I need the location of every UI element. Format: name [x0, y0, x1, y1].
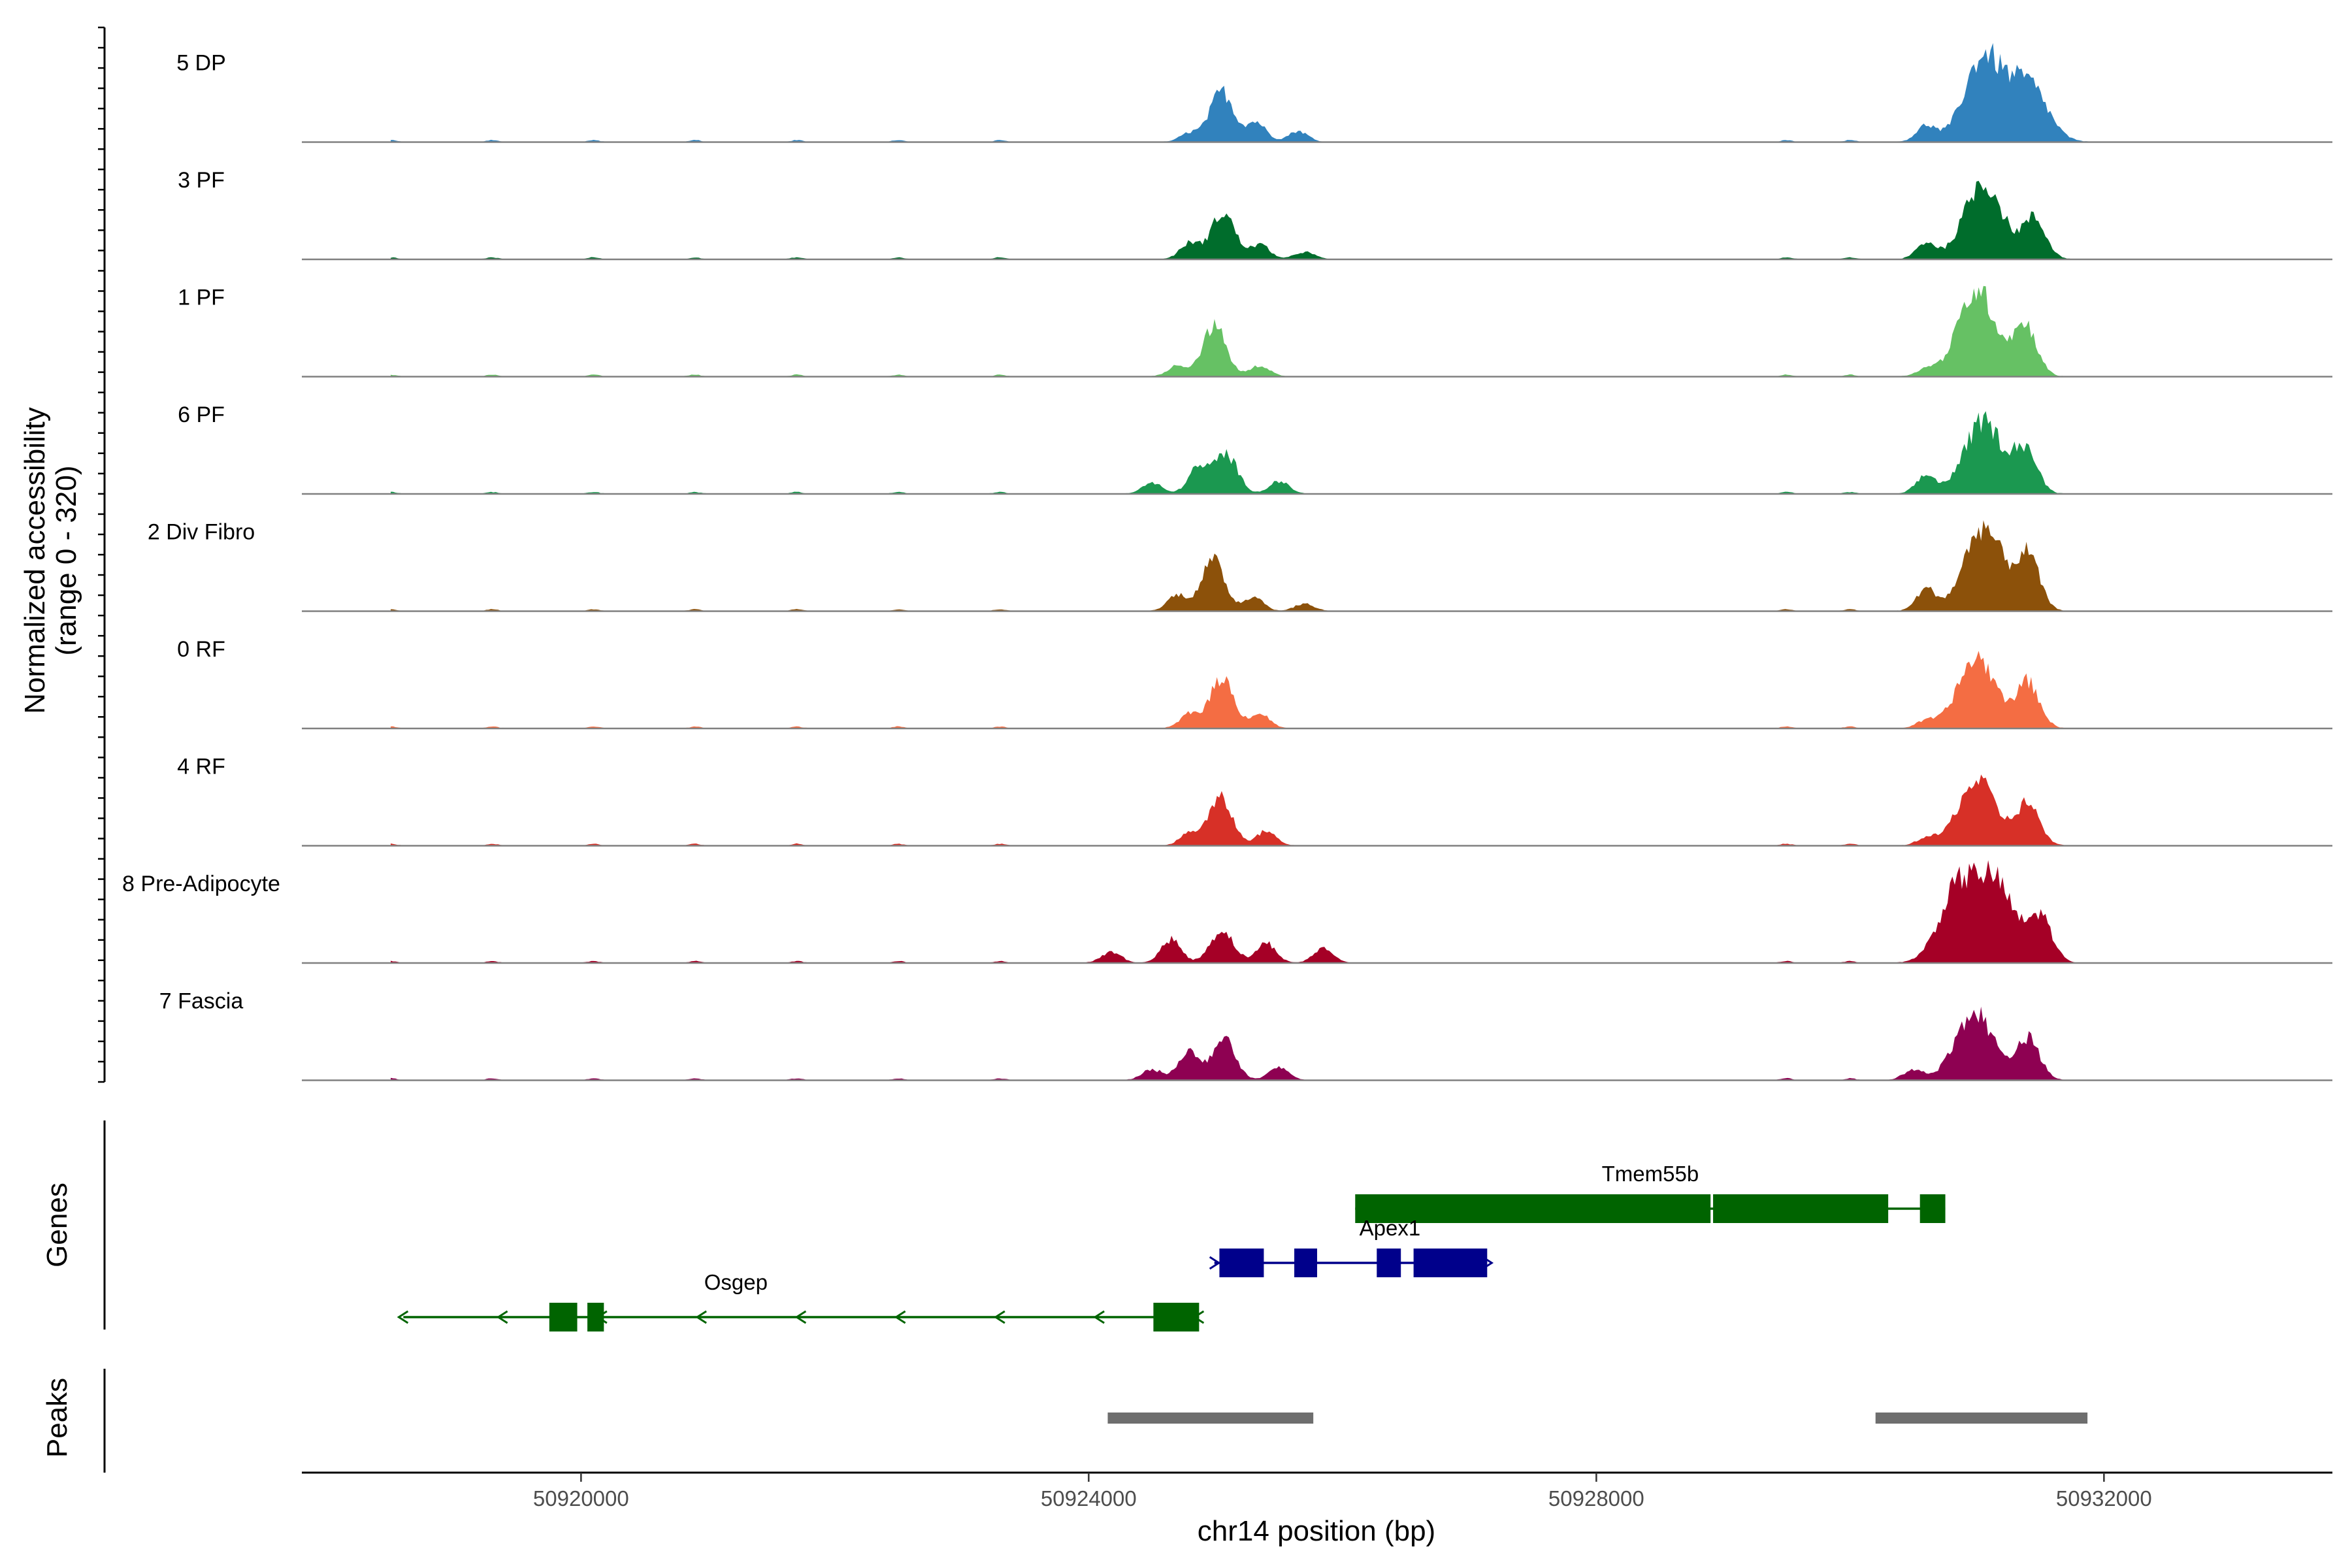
strand-arrow — [1093, 1310, 1105, 1324]
coverage-area — [391, 411, 2206, 494]
track-label: 0 RF — [177, 637, 225, 662]
genes-track-label: Genes — [41, 1183, 73, 1267]
track-0-rf: 0 RF — [177, 637, 2332, 730]
y-axis-label-line2: (range 0 - 320) — [50, 465, 82, 655]
gene-exon — [549, 1303, 578, 1331]
x-axis-label: chr14 position (bp) — [1198, 1515, 1435, 1547]
gene-osgep: Osgep — [397, 1270, 1205, 1331]
coverage-area — [391, 860, 2206, 963]
track-1-pf: 1 PF — [178, 286, 2332, 378]
track-5-dp: 5 DP — [176, 42, 2332, 143]
strand-arrow — [994, 1310, 1005, 1324]
track-6-pf: 6 PF — [178, 402, 2332, 495]
x-tick-label: 50920000 — [533, 1486, 629, 1511]
gene-tmem55b: Tmem55b — [1355, 1162, 1946, 1223]
x-tick-label: 50928000 — [1548, 1486, 1644, 1511]
gene-exon — [587, 1303, 604, 1331]
coverage-area — [391, 42, 2206, 142]
track-label: 4 RF — [177, 755, 225, 779]
track-label: 7 Fascia — [159, 989, 244, 1014]
peak-region — [1107, 1413, 1314, 1424]
track-8-pre-adipocyte: 8 Pre-Adipocyte — [122, 860, 2332, 964]
x-tick-label: 50932000 — [2056, 1486, 2152, 1511]
coverage-area — [391, 520, 2206, 612]
coverage-area — [391, 1006, 2206, 1081]
gene-label: Apex1 — [1360, 1216, 1421, 1240]
track-label: 8 Pre-Adipocyte — [122, 872, 280, 896]
gene-exon — [1355, 1194, 1711, 1223]
strand-arrow — [794, 1310, 807, 1324]
track-label: 3 PF — [178, 168, 225, 193]
coverage-area — [391, 286, 2206, 377]
gene-apex1: Apex1 — [1209, 1216, 1494, 1277]
strand-arrow — [1209, 1256, 1221, 1270]
strand-arrow — [695, 1310, 707, 1324]
coverage-area — [391, 180, 2206, 259]
gene-exon — [1153, 1303, 1200, 1331]
strand-arrow — [496, 1310, 508, 1324]
coverage-area — [391, 651, 2206, 728]
axes: 50920000 50924000 50928000 50932000 — [98, 26, 2332, 1511]
gene-exon — [1919, 1194, 1946, 1223]
peaks-track-label: Peaks — [41, 1378, 73, 1458]
x-tick-label: 50924000 — [1041, 1486, 1137, 1511]
gene-label: Tmem55b — [1602, 1162, 1699, 1186]
gene-exon — [1294, 1249, 1317, 1277]
accessibility-tracks: 5 DP 3 PF 1 PF 6 PF 2 Div Fibro 0 RF 4 RF 8 Pre… — [122, 42, 2332, 1081]
track-label: 5 DP — [176, 51, 226, 76]
gene-exon — [1713, 1194, 1889, 1223]
strand-arrow — [894, 1310, 906, 1324]
track-2-div-fibro: 2 Div Fibro — [148, 520, 2332, 612]
track-4-rf: 4 RF — [177, 755, 2332, 847]
gene-track: Tmem55b Apex1 Osgep — [397, 1162, 1946, 1331]
track-label: 1 PF — [178, 286, 225, 310]
strand-arrow — [397, 1310, 409, 1324]
gene-label: Osgep — [704, 1270, 768, 1294]
track-label: 2 Div Fibro — [148, 520, 255, 545]
track-3-pf: 3 PF — [178, 168, 2332, 261]
gene-exon — [1413, 1249, 1488, 1277]
peak-track — [1107, 1413, 2088, 1424]
track-7-fascia: 7 Fascia — [159, 989, 2332, 1081]
coverage-area — [391, 774, 2206, 846]
track-label: 6 PF — [178, 402, 225, 427]
peak-region — [1875, 1413, 2088, 1424]
gene-exon — [1377, 1249, 1401, 1277]
gene-exon — [1219, 1249, 1264, 1277]
y-axis-label-line1: Normalized accessibility — [19, 407, 51, 713]
